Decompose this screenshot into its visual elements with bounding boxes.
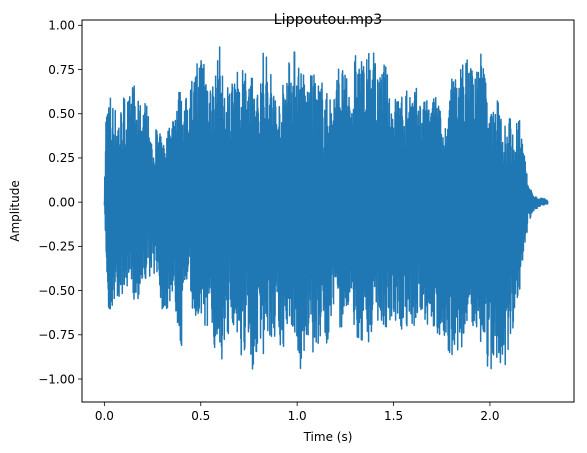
x-tick-label: 0.5 xyxy=(191,409,210,423)
y-axis-ticks: −1.00 −0.75 −0.50 −0.25 0.00 0.25 0.50 0.75 1.00 xyxy=(38,19,82,386)
y-tick-label: 0.75 xyxy=(48,63,75,77)
x-tick-label: 2.0 xyxy=(480,409,499,423)
y-tick-label: −1.00 xyxy=(38,372,75,386)
y-tick-label: 0.50 xyxy=(48,107,75,121)
x-tick-label: 1.0 xyxy=(288,409,307,423)
plot-area xyxy=(81,19,575,403)
y-tick-label: −0.25 xyxy=(38,240,75,254)
waveform-line xyxy=(103,46,549,370)
y-tick-label: 0.00 xyxy=(48,195,75,209)
y-tick-label: 1.00 xyxy=(48,19,75,33)
y-axis-label: Amplitude xyxy=(8,180,22,242)
y-tick-label: −0.75 xyxy=(38,328,75,342)
y-tick-label: 0.25 xyxy=(48,151,75,165)
axes-frame xyxy=(81,19,575,403)
y-tick-label: −0.50 xyxy=(38,284,75,298)
x-tick-label: 0.0 xyxy=(95,409,114,423)
x-tick-label: 1.5 xyxy=(384,409,403,423)
x-axis-ticks: 0.0 0.5 1.0 1.5 2.0 xyxy=(95,402,499,423)
x-axis-label: Time (s) xyxy=(303,430,353,444)
waveform-layer xyxy=(103,46,549,370)
